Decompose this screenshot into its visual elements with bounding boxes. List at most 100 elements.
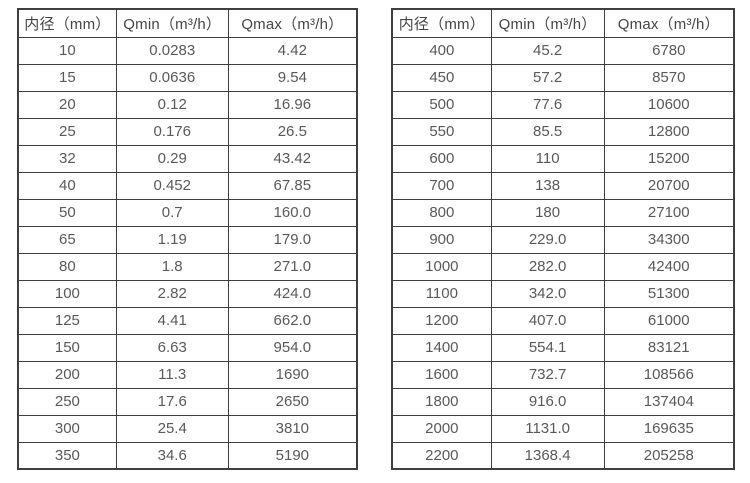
table-cell: 5190 <box>227 441 358 470</box>
table-cell: 2650 <box>227 387 358 416</box>
table-cell: 450 <box>391 63 492 92</box>
table-row: 15 0.0636 9.54 <box>17 63 358 92</box>
table-cell: 350 <box>17 441 117 470</box>
table-cell: 26.5 <box>227 117 358 146</box>
table-row: 1200 407.0 61000 <box>391 306 735 335</box>
table-cell: 42400 <box>603 252 735 281</box>
table-cell: 916.0 <box>490 387 605 416</box>
table-cell: 0.29 <box>115 144 229 173</box>
header-row: 内径（mm） Qmin（m³/h） Qmax（m³/h） <box>391 8 735 38</box>
table-row: 150 6.63 954.0 <box>17 333 358 362</box>
table-cell: 2200 <box>391 441 492 470</box>
table-cell: 45.2 <box>490 36 605 65</box>
table-cell: 180 <box>490 198 605 227</box>
table-row: 550 85.5 12800 <box>391 117 735 146</box>
table-cell: 800 <box>391 198 492 227</box>
table-row: 10 0.0283 4.42 <box>17 36 358 65</box>
table-cell: 6780 <box>603 36 735 65</box>
table-cell: 0.12 <box>115 90 229 119</box>
table-row: 400 45.2 6780 <box>391 36 735 65</box>
table-cell: 15200 <box>603 144 735 173</box>
table-cell: 25.4 <box>115 414 229 443</box>
table-row: 250 17.6 2650 <box>17 387 358 416</box>
table-cell: 500 <box>391 90 492 119</box>
table-cell: 10600 <box>603 90 735 119</box>
table-cell: 1100 <box>391 279 492 308</box>
table-cell: 8570 <box>603 63 735 92</box>
table-cell: 954.0 <box>227 333 358 362</box>
table-cell: 1200 <box>391 306 492 335</box>
table-cell: 9.54 <box>227 63 358 92</box>
table-row: 50 0.7 160.0 <box>17 198 358 227</box>
table-cell: 25 <box>17 117 117 146</box>
table-cell: 138 <box>490 171 605 200</box>
table-cell: 85.5 <box>490 117 605 146</box>
table-cell: 57.2 <box>490 63 605 92</box>
table-cell: 32 <box>17 144 117 173</box>
table-row: 700 138 20700 <box>391 171 735 200</box>
table-cell: 67.85 <box>227 171 358 200</box>
header-row: 内径（mm） Qmin（m³/h） Qmax（m³/h） <box>17 8 358 38</box>
table-cell: 43.42 <box>227 144 358 173</box>
table-cell: 2000 <box>391 414 492 443</box>
table-cell: 342.0 <box>490 279 605 308</box>
table-cell: 600 <box>391 144 492 173</box>
table-cell: 407.0 <box>490 306 605 335</box>
table-cell: 205258 <box>603 441 735 470</box>
table-cell: 229.0 <box>490 225 605 254</box>
table-row: 20 0.12 16.96 <box>17 90 358 119</box>
table-row: 900 229.0 34300 <box>391 225 735 254</box>
table-row: 2000 1131.0 169635 <box>391 414 735 443</box>
table-cell: 160.0 <box>227 198 358 227</box>
table-cell: 0.0283 <box>115 36 229 65</box>
table-cell: 424.0 <box>227 279 358 308</box>
table-cell: 20 <box>17 90 117 119</box>
table-cell: 0.176 <box>115 117 229 146</box>
table-row: 1800 916.0 137404 <box>391 387 735 416</box>
table-cell: 12800 <box>603 117 735 146</box>
table-cell: 50 <box>17 198 117 227</box>
table-cell: 15 <box>17 63 117 92</box>
table-cell: 250 <box>17 387 117 416</box>
column-header: 内径（mm） <box>17 8 117 38</box>
table-cell: 700 <box>391 171 492 200</box>
table-cell: 34300 <box>603 225 735 254</box>
column-header: Qmax（m³/h） <box>603 8 735 38</box>
table-cell: 108566 <box>603 360 735 389</box>
flow-rate-table-large-diameters: 内径（mm） Qmin（m³/h） Qmax（m³/h） 400 45.2 6780 45… <box>391 8 735 470</box>
table-cell: 65 <box>17 225 117 254</box>
table-row: 600 110 15200 <box>391 144 735 173</box>
table-cell: 34.6 <box>115 441 229 470</box>
table-cell: 83121 <box>603 333 735 362</box>
table-cell: 1.19 <box>115 225 229 254</box>
table-cell: 0.452 <box>115 171 229 200</box>
table-row: 1600 732.7 108566 <box>391 360 735 389</box>
table-cell: 550 <box>391 117 492 146</box>
table-row: 350 34.6 5190 <box>17 441 358 470</box>
table-cell: 271.0 <box>227 252 358 281</box>
table-row: 25 0.176 26.5 <box>17 117 358 146</box>
table-cell: 400 <box>391 36 492 65</box>
table-row: 100 2.82 424.0 <box>17 279 358 308</box>
table-cell: 51300 <box>603 279 735 308</box>
table-row: 40 0.452 67.85 <box>17 171 358 200</box>
table-cell: 732.7 <box>490 360 605 389</box>
table-cell: 137404 <box>603 387 735 416</box>
table-row: 450 57.2 8570 <box>391 63 735 92</box>
table-row: 2200 1368.4 205258 <box>391 441 735 470</box>
table-cell: 282.0 <box>490 252 605 281</box>
table-cell: 10 <box>17 36 117 65</box>
column-header: Qmin（m³/h） <box>115 8 229 38</box>
table-row: 300 25.4 3810 <box>17 414 358 443</box>
table-row: 800 180 27100 <box>391 198 735 227</box>
table-row: 125 4.41 662.0 <box>17 306 358 335</box>
table-cell: 4.41 <box>115 306 229 335</box>
table-cell: 662.0 <box>227 306 358 335</box>
table-cell: 169635 <box>603 414 735 443</box>
table-cell: 4.42 <box>227 36 358 65</box>
table-cell: 125 <box>17 306 117 335</box>
table-cell: 16.96 <box>227 90 358 119</box>
table-row: 500 77.6 10600 <box>391 90 735 119</box>
table-cell: 900 <box>391 225 492 254</box>
